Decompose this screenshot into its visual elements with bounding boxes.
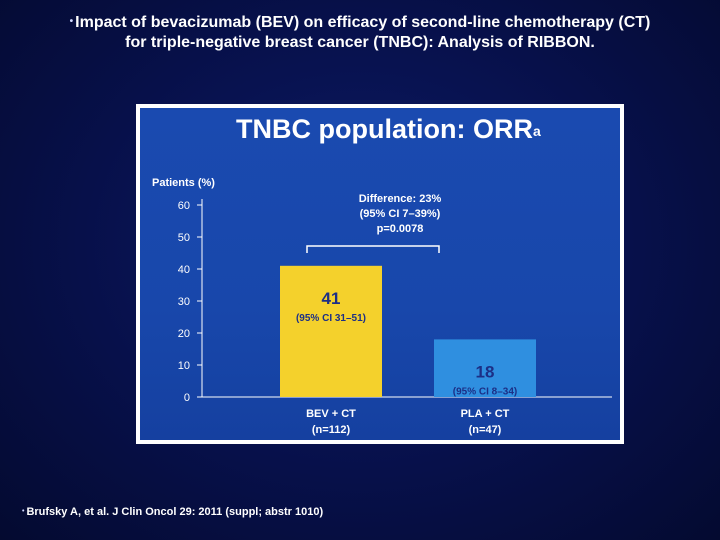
bullet-icon: • [69,16,74,27]
difference-annotation-line: p=0.0078 [377,223,424,235]
y-tick-label: 40 [178,264,190,276]
chart-title: TNBC population: ORRa [236,114,541,144]
slide-title-line-2: for triple-negative breast cancer (TNBC)… [125,34,595,51]
bullet-icon: • [22,508,25,515]
bar-value-label: 18 [476,362,495,381]
bar-bev-ct [280,265,382,397]
orr-bar-chart: Patients (%) 0 10 20 30 40 50 60 41 (95% CI 31–51… [152,177,612,436]
slide-title: • Impact of bevacizumab (BEV) on efficacy… [0,12,720,53]
difference-bracket [306,245,440,253]
difference-annotation-line: (95% CI 7–39%) [360,208,441,220]
y-tick-label: 20 [178,328,190,340]
difference-annotation-line: Difference: 23% [359,193,442,205]
y-tick-label: 60 [178,200,190,212]
chart-panel: TNBC population: ORRa Patients (%) 0 10 20 3… [136,104,624,444]
footnote: • Brufsky A, et al. J Clin Oncol 29: 2011… [22,506,323,518]
y-tick-label: 10 [178,360,190,372]
footnote-text: Brufsky A, et al. J Clin Oncol 29: 2011 … [26,506,324,518]
bar-pla-ct [434,339,536,397]
bar-value-label: 41 [322,289,341,308]
y-tick-label: 30 [178,296,190,308]
y-axis-label: Patients (%) [152,177,215,189]
slide-title-text-1: Impact of bevacizumab (BEV) on efficacy … [75,14,651,31]
y-tick-label: 50 [178,232,190,244]
x-category-label: BEV + CT [306,408,356,420]
chart-title-superscript: a [532,123,541,139]
chart-title-text: TNBC population: ORR [236,114,533,144]
x-category-n-label: (n=47) [469,424,502,436]
x-category-n-label: (n=112) [312,424,351,436]
chart-panel-inner: TNBC population: ORRa Patients (%) 0 10 20 3… [140,108,620,440]
y-tick-label: 0 [184,392,190,404]
bar-ci-label: (95% CI 31–51) [296,313,366,324]
x-category-label: PLA + CT [461,408,510,420]
bar-ci-label: (95% CI 8–34) [453,386,517,397]
slide-title-line-1: • Impact of bevacizumab (BEV) on efficacy… [0,12,720,33]
